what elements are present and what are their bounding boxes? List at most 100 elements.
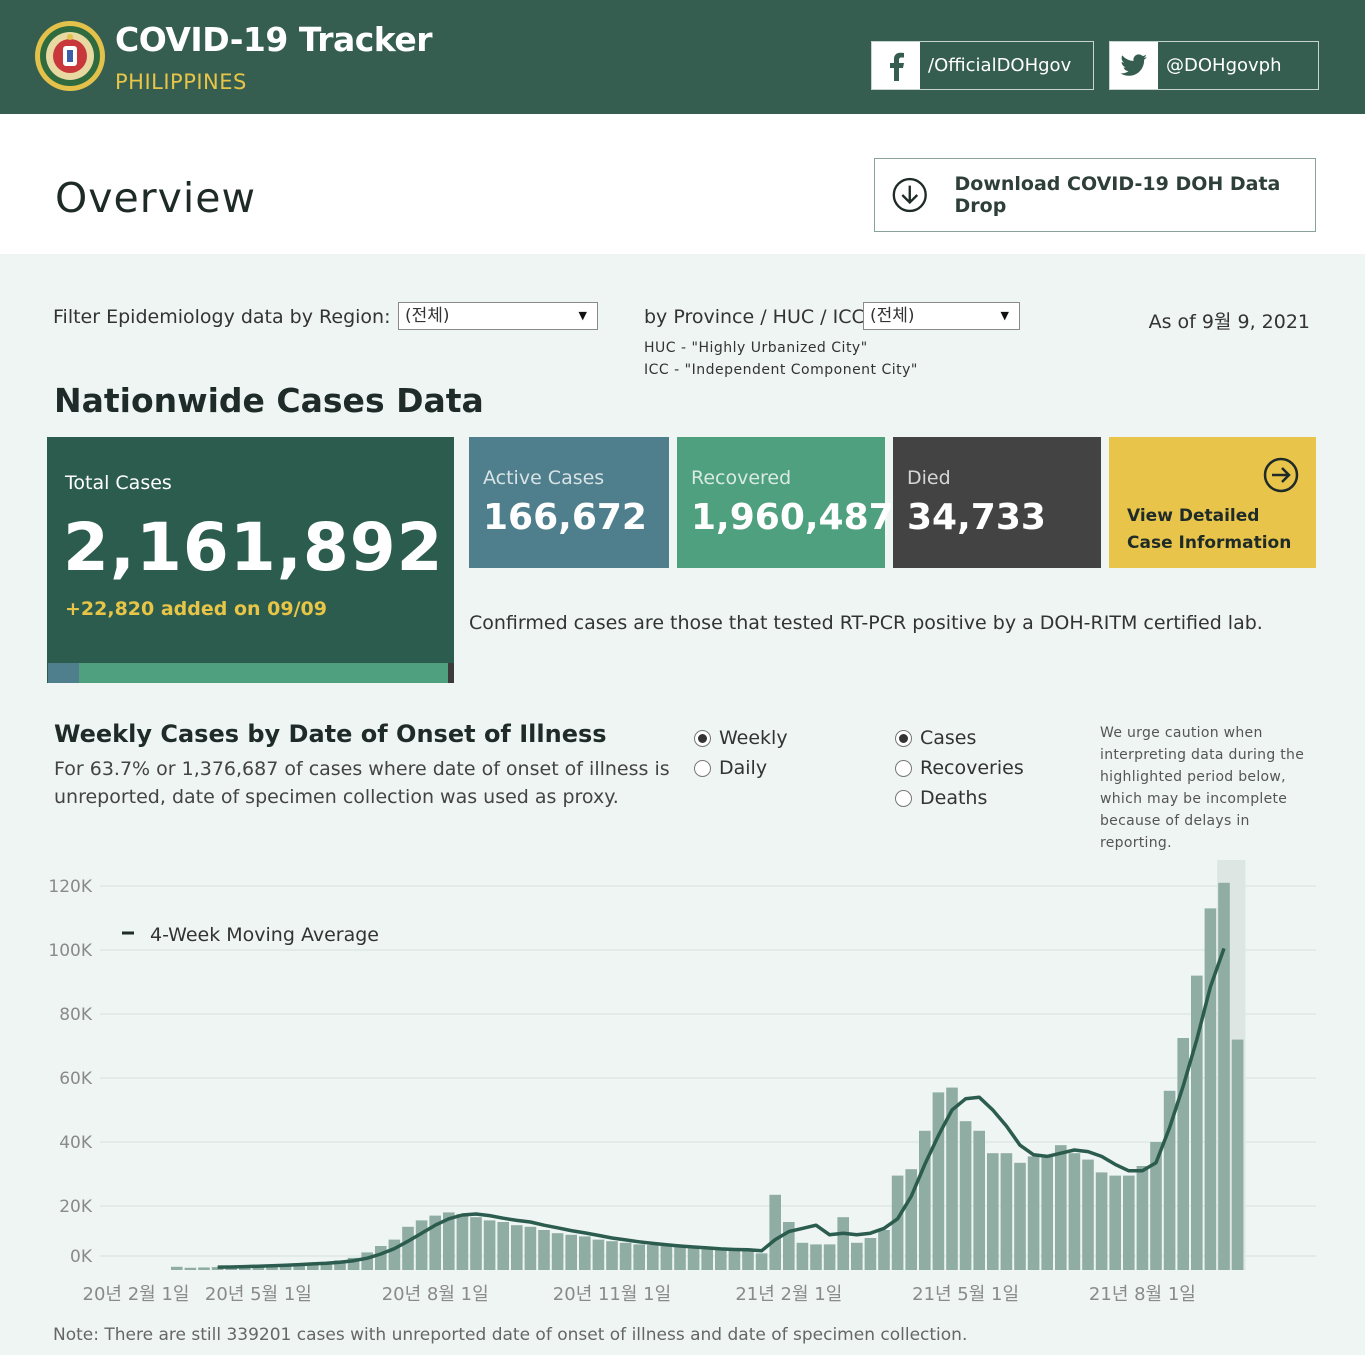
died-card: Died 34,733 <box>893 437 1101 568</box>
weekly-cases-bar <box>565 1234 577 1270</box>
weekly-cases-bar <box>279 1264 292 1270</box>
weekly-cases-bar <box>633 1244 645 1270</box>
died-label: Died <box>907 467 951 489</box>
radio-recoveries[interactable]: Recoveries <box>895 757 1024 779</box>
weekly-cases-bar <box>674 1246 686 1270</box>
weekly-cases-bar <box>687 1248 700 1270</box>
dropdown-arrow-icon: ▼ <box>1000 309 1009 322</box>
province-filter-label: by Province / HUC / ICC: <box>644 306 872 328</box>
weekly-cases-bar <box>320 1262 333 1270</box>
weekly-cases-bar <box>347 1257 360 1270</box>
weekly-cases-bar <box>959 1121 972 1270</box>
weekly-cases-bar <box>415 1220 428 1270</box>
x-tick-label: 21년 8월 1일 <box>1089 1284 1196 1305</box>
weekly-cases-bar <box>987 1153 999 1270</box>
weekly-cases-bar <box>592 1239 605 1270</box>
weekly-cases-bar <box>470 1217 482 1270</box>
weekly-cases-bar <box>1191 975 1203 1270</box>
active-cases-label: Active Cases <box>483 467 605 489</box>
weekly-cases-bar <box>619 1242 632 1270</box>
weekly-cases-bar <box>905 1169 917 1270</box>
weekly-cases-bar <box>1095 1172 1108 1270</box>
total-cases-label: Total Cases <box>65 472 172 494</box>
arrow-right-circle-icon <box>1263 457 1299 493</box>
weekly-cases-bar <box>579 1236 591 1270</box>
weekly-cases-bar <box>334 1260 346 1270</box>
moving-average-line <box>217 947 1226 1269</box>
weekly-cases-bar <box>660 1246 673 1270</box>
footer-note: Note: There are still 339201 cases with … <box>53 1325 968 1345</box>
download-data-drop-button[interactable]: Download COVID-19 DOH Data Drop <box>874 158 1316 232</box>
as-of-date: As of 9월 9, 2021 <box>1148 311 1310 333</box>
weekly-cases-bar <box>919 1130 931 1270</box>
weekly-cases-bar <box>810 1244 822 1270</box>
weekly-cases-bar <box>715 1249 727 1270</box>
weekly-cases-bar <box>388 1239 401 1270</box>
province-select[interactable]: (전체) ▼ <box>863 302 1020 330</box>
died-share-bar <box>448 663 454 683</box>
weekly-cases-bar <box>171 1266 183 1270</box>
huc-note: HUC - "Highly Urbanized City" <box>644 340 868 356</box>
region-select-value: (전체) <box>405 306 450 326</box>
y-tick-label: 100K <box>48 941 92 961</box>
weekly-cases-bar <box>1027 1156 1040 1270</box>
weekly-cases-bar <box>1136 1166 1149 1270</box>
weekly-cases-bar <box>198 1267 210 1270</box>
died-value: 34,733 <box>907 497 1046 538</box>
weekly-cases-bar <box>851 1242 863 1270</box>
y-tick-label: 40K <box>59 1133 93 1153</box>
weekly-cases-bar <box>769 1194 781 1270</box>
weekly-cases-bar <box>524 1226 537 1270</box>
weekly-cases-bar <box>796 1242 809 1270</box>
radio-daily[interactable]: Daily <box>694 757 767 779</box>
x-tick-label: 20년 5월 1일 <box>205 1284 312 1305</box>
weekly-cases-bar <box>878 1230 890 1270</box>
weekly-cases-bar <box>1000 1153 1013 1270</box>
facebook-icon <box>872 42 920 89</box>
active-cases-card: Active Cases 166,672 <box>469 437 669 568</box>
radio-unselected-icon <box>895 759 912 777</box>
active-share-bar <box>48 663 79 683</box>
weekly-cases-bar <box>483 1220 496 1270</box>
weekly-cases-bar <box>1014 1162 1026 1270</box>
radio-unselected-icon <box>895 789 912 807</box>
radio-selected-icon <box>694 729 711 747</box>
weekly-cases-bar <box>728 1250 741 1270</box>
weekly-cases-bar <box>511 1225 523 1270</box>
download-arrow-icon <box>892 177 927 213</box>
radio-cases[interactable]: Cases <box>895 727 976 749</box>
weekly-cases-bar <box>1041 1154 1053 1270</box>
radio-deaths-label: Deaths <box>920 787 988 809</box>
radio-deaths[interactable]: Deaths <box>895 787 987 809</box>
weekly-cases-bar <box>1150 1142 1162 1270</box>
total-cases-value: 2,161,892 <box>63 509 444 586</box>
weekly-cases-bar <box>1082 1159 1094 1270</box>
weekly-cases-bar <box>1163 1090 1176 1270</box>
radio-weekly[interactable]: Weekly <box>694 727 788 749</box>
view-detailed-case-info-button[interactable]: View Detailed Case Information <box>1109 437 1316 568</box>
weekly-cases-bar <box>293 1263 305 1270</box>
radio-daily-label: Daily <box>719 757 768 779</box>
weekly-cases-chart: 120K 100K 80K 60K 40K 20K 0K 20년 2월 1일 20년 5월 1일… <box>48 860 1316 1305</box>
dropdown-arrow-icon: ▼ <box>578 309 587 322</box>
recovered-value: 1,960,487 <box>691 497 894 538</box>
province-select-value: (전체) <box>870 306 915 326</box>
page-title: Overview <box>55 174 257 222</box>
region-select[interactable]: (전체) ▼ <box>398 302 598 330</box>
weekly-cases-bar <box>497 1222 509 1270</box>
recovered-share-bar <box>79 663 448 683</box>
weekly-chart-description: For 63.7% or 1,376,687 of cases where da… <box>54 758 670 808</box>
header-bar: COVID-19 Tracker PHILIPPINES /OfficialDO… <box>0 0 1365 114</box>
radio-recoveries-label: Recoveries <box>920 757 1024 779</box>
facebook-link[interactable]: /OfficialDOHgov <box>871 41 1094 90</box>
region-filter-label: Filter Epidemiology data by Region: <box>53 306 391 328</box>
x-tick-label: 21년 5월 1일 <box>912 1284 1019 1305</box>
weekly-cases-bar <box>1177 1038 1189 1270</box>
legend-moving-average: 4-Week Moving Average <box>150 924 379 946</box>
active-cases-value: 166,672 <box>483 497 647 538</box>
twitter-link[interactable]: @DOHgovph <box>1109 41 1319 90</box>
weekly-cases-bar <box>742 1250 754 1270</box>
weekly-cases-bar <box>837 1217 849 1270</box>
view-detailed-label: View Detailed Case Information <box>1127 506 1292 553</box>
facebook-handle: /OfficialDOHgov <box>928 55 1072 76</box>
